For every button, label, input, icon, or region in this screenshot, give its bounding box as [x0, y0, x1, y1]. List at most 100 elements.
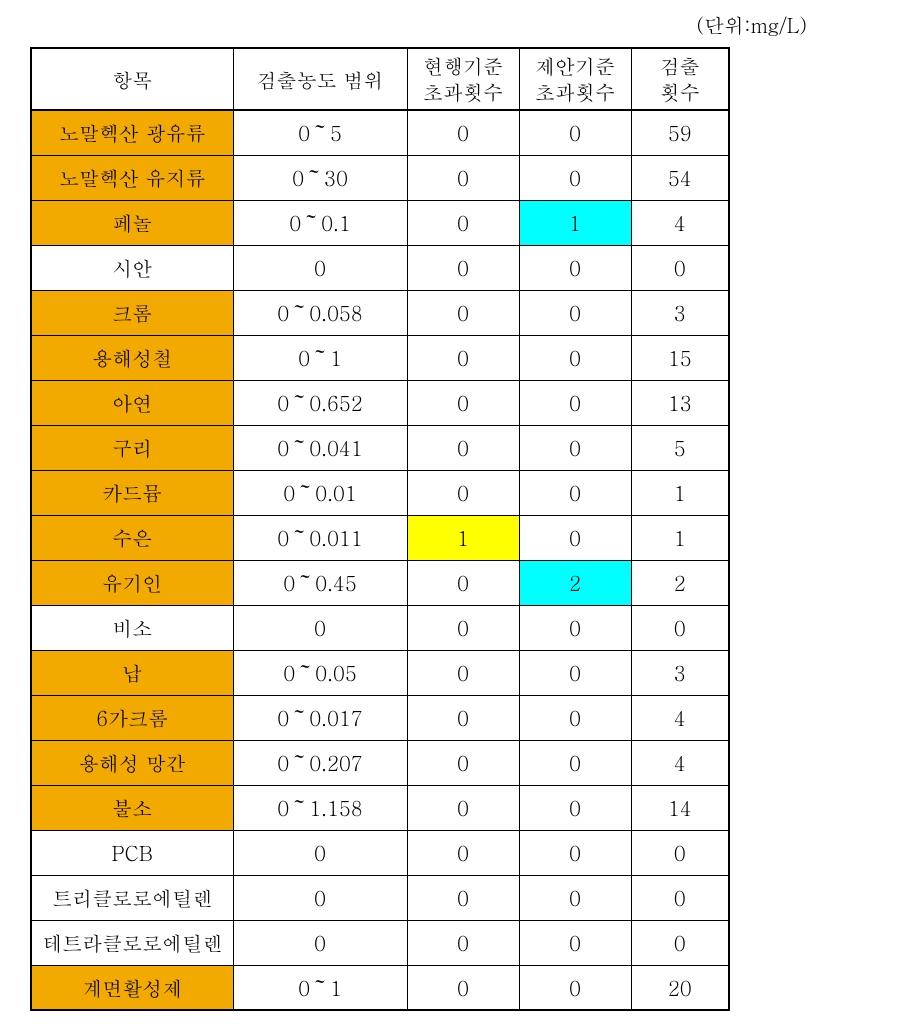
cell-item: 납 — [31, 650, 233, 695]
cell-range: 0～1.158 — [233, 785, 407, 830]
cell-current: 0 — [407, 920, 519, 965]
table-row: PCB0000 — [31, 830, 729, 875]
cell-item: 비소 — [31, 605, 233, 650]
cell-item: PCB — [31, 830, 233, 875]
table-row: 비소0000 — [31, 605, 729, 650]
cell-detected: 0 — [631, 830, 729, 875]
cell-range: 0～0.041 — [233, 425, 407, 470]
cell-detected: 0 — [631, 920, 729, 965]
cell-item: 테트라클로로에틸렌 — [31, 920, 233, 965]
cell-detected: 4 — [631, 200, 729, 245]
cell-proposed: 0 — [519, 380, 631, 425]
cell-range: 0～1 — [233, 335, 407, 380]
header-detected-line2: 횟수 — [660, 77, 700, 106]
header-detected-line1: 검출 — [660, 51, 700, 80]
cell-detected: 3 — [631, 650, 729, 695]
cell-range: 0～0.017 — [233, 695, 407, 740]
cell-item: 유기인 — [31, 560, 233, 605]
table-row: 6가크롬0～0.017004 — [31, 695, 729, 740]
cell-item: 트리클로로에틸렌 — [31, 875, 233, 920]
cell-item: 불소 — [31, 785, 233, 830]
cell-current: 0 — [407, 425, 519, 470]
cell-proposed: 0 — [519, 650, 631, 695]
cell-current: 0 — [407, 785, 519, 830]
cell-range: 0～30 — [233, 155, 407, 200]
cell-range: 0～0.1 — [233, 200, 407, 245]
cell-proposed: 0 — [519, 110, 631, 155]
table-row: 납0～0.05003 — [31, 650, 729, 695]
table-row: 용해성 망간0～0.207004 — [31, 740, 729, 785]
cell-current: 0 — [407, 695, 519, 740]
cell-detected: 0 — [631, 605, 729, 650]
cell-proposed: 0 — [519, 740, 631, 785]
cell-detected: 20 — [631, 965, 729, 1010]
cell-current: 0 — [407, 380, 519, 425]
cell-item: 용해성철 — [31, 335, 233, 380]
cell-item: 계면활성제 — [31, 965, 233, 1010]
table-row: 수은0～0.011101 — [31, 515, 729, 560]
cell-current: 0 — [407, 200, 519, 245]
header-current: 현행기준 초과횟수 — [407, 48, 519, 110]
table-body: 노말헥산 광유류0～50059노말헥산 유지류0～300054페놀0～0.101… — [31, 110, 729, 1010]
cell-current: 1 — [407, 515, 519, 560]
cell-range: 0～0.01 — [233, 470, 407, 515]
table-row: 구리0～0.041005 — [31, 425, 729, 470]
cell-detected: 1 — [631, 515, 729, 560]
cell-current: 0 — [407, 110, 519, 155]
cell-detected: 4 — [631, 695, 729, 740]
table-row: 유기인0～0.45022 — [31, 560, 729, 605]
cell-range: 0 — [233, 605, 407, 650]
cell-proposed: 0 — [519, 695, 631, 740]
cell-current: 0 — [407, 830, 519, 875]
cell-current: 0 — [407, 965, 519, 1010]
cell-proposed: 0 — [519, 335, 631, 380]
cell-proposed: 0 — [519, 290, 631, 335]
cell-proposed: 0 — [519, 605, 631, 650]
data-table: 항목 검출농도 범위 현행기준 초과횟수 제안기준 초과횟수 검출 횟수 노말헥… — [30, 47, 730, 1011]
cell-proposed: 2 — [519, 560, 631, 605]
cell-item: 구리 — [31, 425, 233, 470]
table-row: 시안0000 — [31, 245, 729, 290]
cell-range: 0～0.058 — [233, 290, 407, 335]
cell-current: 0 — [407, 875, 519, 920]
header-proposed: 제안기준 초과횟수 — [519, 48, 631, 110]
unit-label: (단위:mg/L) — [10, 10, 902, 47]
cell-item: 아연 — [31, 380, 233, 425]
cell-range: 0～0.45 — [233, 560, 407, 605]
cell-range: 0 — [233, 245, 407, 290]
cell-current: 0 — [407, 245, 519, 290]
cell-detected: 0 — [631, 245, 729, 290]
cell-item: 수은 — [31, 515, 233, 560]
cell-proposed: 0 — [519, 515, 631, 560]
header-range: 검출농도 범위 — [233, 48, 407, 110]
cell-detected: 15 — [631, 335, 729, 380]
table-row: 테트라클로로에틸렌0000 — [31, 920, 729, 965]
cell-detected: 1 — [631, 470, 729, 515]
header-current-line1: 현행기준 — [423, 51, 503, 80]
cell-proposed: 0 — [519, 965, 631, 1010]
cell-proposed: 0 — [519, 425, 631, 470]
cell-proposed: 0 — [519, 830, 631, 875]
cell-detected: 5 — [631, 425, 729, 470]
cell-detected: 59 — [631, 110, 729, 155]
cell-range: 0 — [233, 830, 407, 875]
table-row: 용해성철0～10015 — [31, 335, 729, 380]
cell-proposed: 0 — [519, 470, 631, 515]
table-row: 카드뮴0～0.01001 — [31, 470, 729, 515]
cell-item: 노말헥산 광유류 — [31, 110, 233, 155]
table-row: 계면활성제0～10020 — [31, 965, 729, 1010]
cell-proposed: 1 — [519, 200, 631, 245]
cell-current: 0 — [407, 740, 519, 785]
cell-current: 0 — [407, 560, 519, 605]
table-row: 페놀0～0.1014 — [31, 200, 729, 245]
cell-range: 0～5 — [233, 110, 407, 155]
table-row: 트리클로로에틸렌0000 — [31, 875, 729, 920]
cell-detected: 3 — [631, 290, 729, 335]
cell-range: 0～0.05 — [233, 650, 407, 695]
cell-item: 페놀 — [31, 200, 233, 245]
cell-current: 0 — [407, 605, 519, 650]
header-item: 항목 — [31, 48, 233, 110]
cell-range: 0～0.011 — [233, 515, 407, 560]
table-row: 크롬0～0.058003 — [31, 290, 729, 335]
header-detected: 검출 횟수 — [631, 48, 729, 110]
